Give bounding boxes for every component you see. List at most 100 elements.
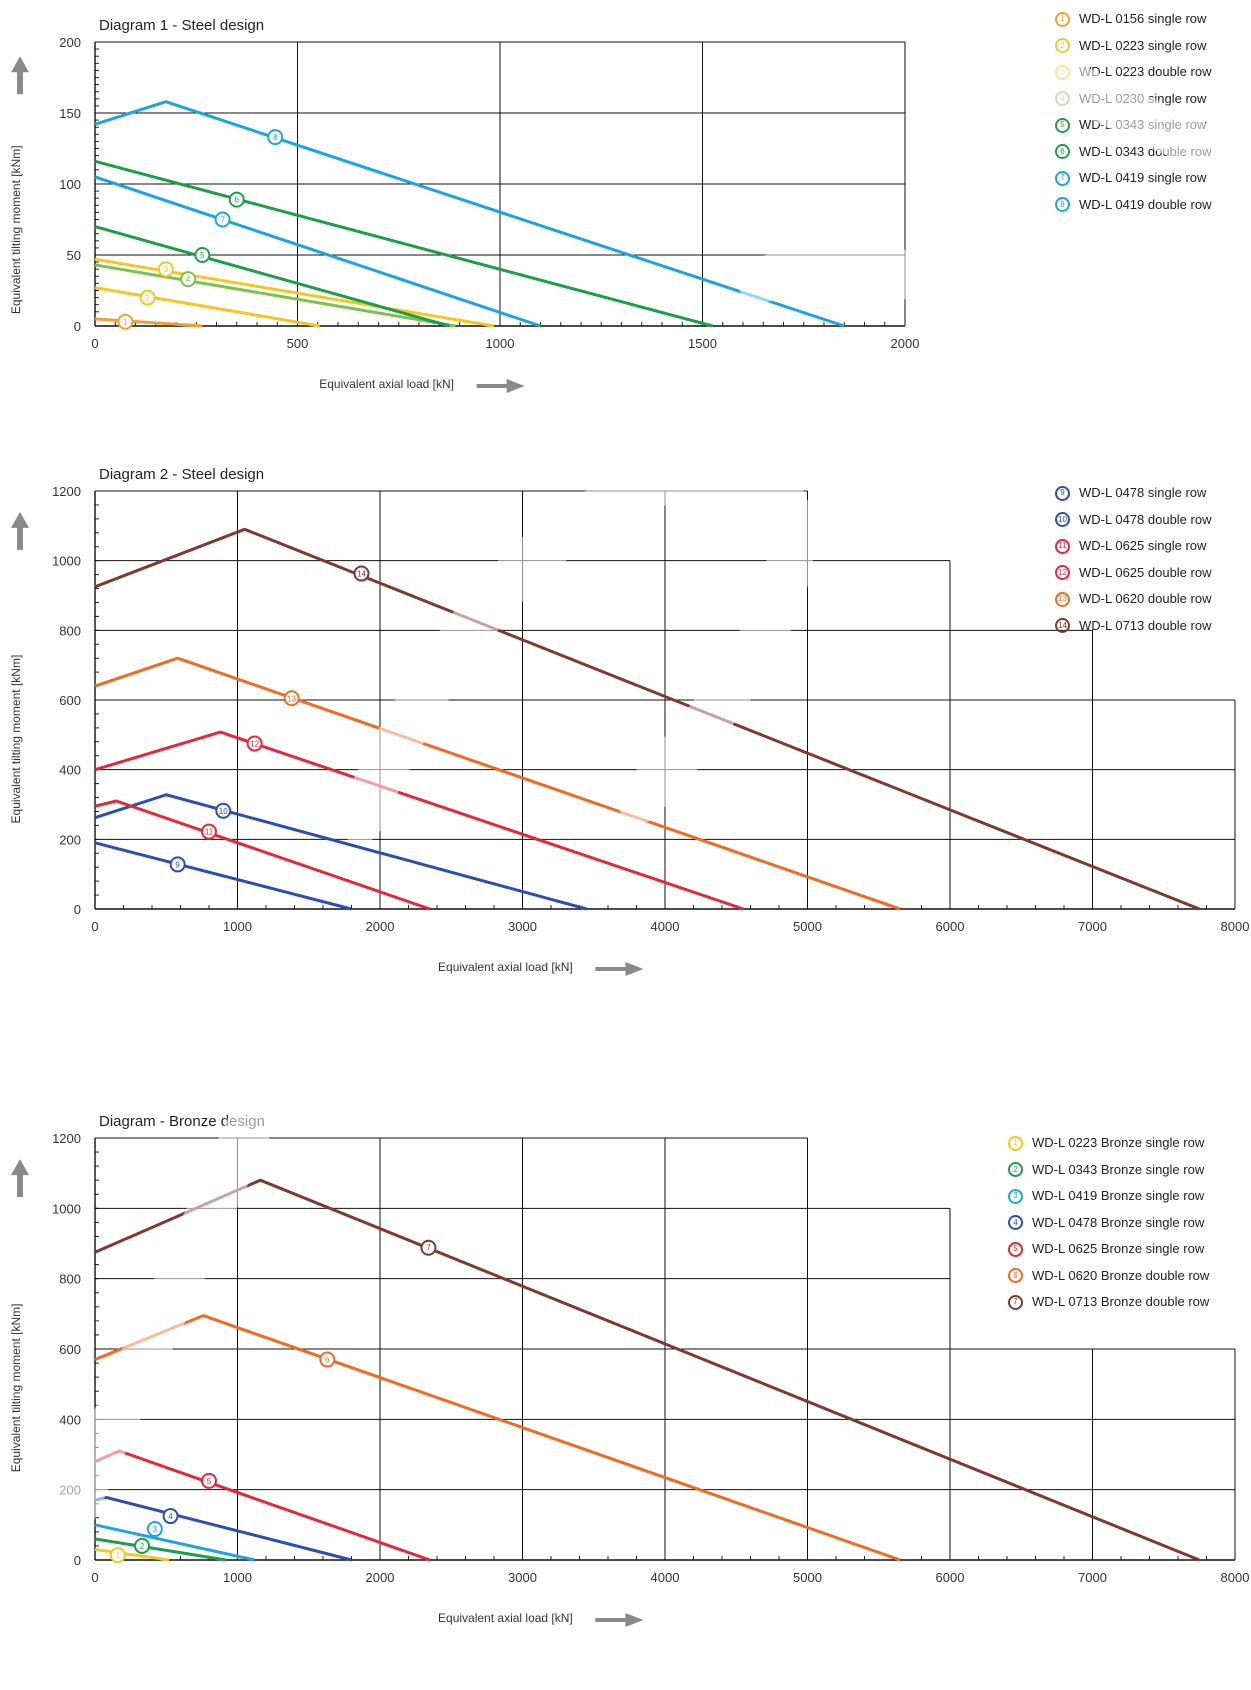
- marker-number: 4: [168, 1512, 173, 1521]
- y-tick-label: 50: [67, 248, 81, 263]
- marker-number: 9: [175, 860, 180, 869]
- legend-marker-icon: 3: [1055, 64, 1070, 80]
- x-tick-label: 0: [91, 919, 98, 934]
- x-tick-label: 8000: [1221, 1570, 1250, 1585]
- series-marker-11: 11: [201, 823, 217, 840]
- y-tick-label: 400: [59, 1412, 81, 1427]
- x-tick-label: 1000: [223, 1570, 252, 1585]
- series-line-4: [94, 1495, 352, 1562]
- legend-marker-icon: 8: [1055, 197, 1070, 213]
- legend-marker-icon: 3: [1008, 1188, 1023, 1204]
- legend-item: 2 WD-L 0223 single row: [1055, 33, 1211, 60]
- x-tick-label: 3000: [508, 1570, 537, 1585]
- x-tick-label: 1500: [688, 336, 717, 351]
- legend-label: WD-L 0478 single row: [1079, 485, 1207, 500]
- series-line-10: [94, 793, 588, 911]
- legend-item: 10 WD-L 0478 double row: [1055, 507, 1211, 534]
- chart-legend: 1 WD-L 0223 Bronze single row 2 WD-L 0343 B…: [1008, 1130, 1209, 1316]
- legend-label: WD-L 0713 double row: [1079, 617, 1212, 633]
- x-axis-label: Equivalent axial load [kN]: [438, 960, 573, 974]
- series-marker-4: 4: [162, 1508, 179, 1525]
- legend-label: WD-L 0625 Bronze single row: [1032, 1241, 1205, 1256]
- series-line-13: [94, 656, 901, 911]
- y-axis-label: Equivalent tilting moment [kNm]: [9, 1304, 23, 1473]
- series-line-3: [94, 257, 495, 328]
- marker-number: 12: [250, 740, 259, 749]
- series-marker-12: 12: [246, 735, 263, 752]
- legend-marker-icon: 5: [1008, 1241, 1023, 1257]
- x-axis-arrow-icon: [476, 379, 525, 393]
- x-tick-label: 6000: [936, 1570, 965, 1585]
- series-marker-14: 14: [353, 565, 370, 582]
- x-tick-label: 2000: [366, 1570, 395, 1585]
- legend-item: 5 WD-L 0625 Bronze single row: [1008, 1236, 1209, 1263]
- y-tick-label: 200: [59, 35, 81, 50]
- y-tick-label: 0: [74, 902, 81, 917]
- series-marker-1: 1: [117, 313, 134, 330]
- y-axis-label: Equivalent tilting moment [kNm]: [9, 655, 23, 824]
- x-tick-label: 4000: [651, 1570, 680, 1585]
- y-tick-label: 0: [74, 1553, 81, 1568]
- chart-panel-bronze: Diagram - Bronze design 0 1000 2000 3000 4000…: [0, 1110, 1251, 1690]
- legend-label: WD-L 0478 double row: [1079, 511, 1212, 527]
- legend-label: WD-L 0343 Bronze single row: [1032, 1161, 1205, 1177]
- series-marker-2: 2: [139, 289, 156, 306]
- legend-label: WD-L 0223 Bronze single row: [1032, 1135, 1205, 1150]
- legend-label: WD-L 0419 single row: [1079, 170, 1207, 185]
- legend-marker-icon: 6: [1055, 144, 1070, 160]
- series-marker-2: 2: [134, 1537, 151, 1554]
- marker-number: 2: [145, 294, 150, 303]
- legend-label: WD-L 0620 Bronze double row: [1032, 1267, 1210, 1283]
- marker-number: 1: [116, 1551, 121, 1560]
- y-tick-label: 1200: [52, 484, 81, 499]
- legend-label: WD-L 0419 double row: [1079, 196, 1212, 212]
- marker-number: 7: [426, 1244, 431, 1253]
- legend-marker-icon: 6: [1008, 1268, 1023, 1284]
- marker-number: 3: [164, 265, 169, 274]
- chart-title: Diagram 1 - Steel design: [99, 17, 264, 34]
- series-line-9: [94, 841, 352, 911]
- chart-legend: 9 WD-L 0478 single row 10 WD-L 0478 double …: [1055, 480, 1211, 639]
- marker-number: 7: [220, 216, 225, 225]
- marker-number: 6: [325, 1356, 330, 1365]
- legend-item: 5 WD-L 0343 single row: [1055, 112, 1211, 139]
- legend-item: 1 WD-L 0156 single row: [1055, 6, 1211, 33]
- legend-label: WD-L 0223 single row: [1079, 37, 1207, 53]
- y-axis-label: Equivalent tilting moment [kNm]: [9, 145, 23, 314]
- legend-label: WD-L 0713 Bronze double row: [1032, 1294, 1210, 1309]
- series-marker-4: 4: [180, 271, 197, 288]
- x-tick-label: 1000: [486, 336, 515, 351]
- y-tick-label: 100: [59, 177, 81, 192]
- series-marker-9: 9: [169, 856, 186, 873]
- x-tick-label: 0: [91, 1570, 98, 1585]
- marker-number: 5: [207, 1477, 212, 1486]
- legend-marker-icon: 7: [1055, 170, 1070, 186]
- series-marker-6: 6: [319, 1351, 336, 1368]
- series-line-6: [94, 159, 714, 328]
- series-marker-13: 13: [283, 690, 300, 707]
- legend-item: 7 WD-L 0419 single row: [1055, 165, 1211, 192]
- legend-marker-icon: 4: [1008, 1215, 1023, 1231]
- x-tick-label: 4000: [651, 919, 680, 934]
- chart-panel-steel-2: Diagram 2 - Steel design 0 1000 2000 3000 400…: [0, 466, 1251, 1070]
- legend-item: 4 WD-L 0230 single row: [1055, 86, 1211, 113]
- legend-item: 9 WD-L 0478 single row: [1055, 480, 1211, 507]
- legend-item: 3 WD-L 0419 Bronze single row: [1008, 1183, 1209, 1210]
- legend-marker-icon: 12: [1055, 565, 1070, 581]
- marker-number: 14: [357, 570, 366, 579]
- legend-marker-icon: 1: [1008, 1135, 1023, 1151]
- legend-label: WD-L 0223 double row: [1079, 64, 1212, 79]
- legend-label: WD-L 0230 single row: [1079, 90, 1207, 106]
- legend-marker-icon: 13: [1055, 591, 1070, 607]
- marker-number: 10: [219, 807, 228, 816]
- y-tick-label: 150: [59, 106, 81, 121]
- x-tick-label: 5000: [793, 1570, 822, 1585]
- y-tick-label: 800: [59, 623, 81, 638]
- legend-label: WD-L 0343 double row: [1079, 143, 1212, 159]
- legend-marker-icon: 4: [1055, 91, 1070, 107]
- legend-marker-icon: 10: [1055, 512, 1070, 528]
- y-tick-label: 1000: [52, 554, 81, 569]
- legend-marker-icon: 9: [1055, 485, 1070, 501]
- chart-title: Diagram - Bronze design: [99, 1113, 265, 1130]
- legend-marker-icon: 14: [1055, 618, 1070, 634]
